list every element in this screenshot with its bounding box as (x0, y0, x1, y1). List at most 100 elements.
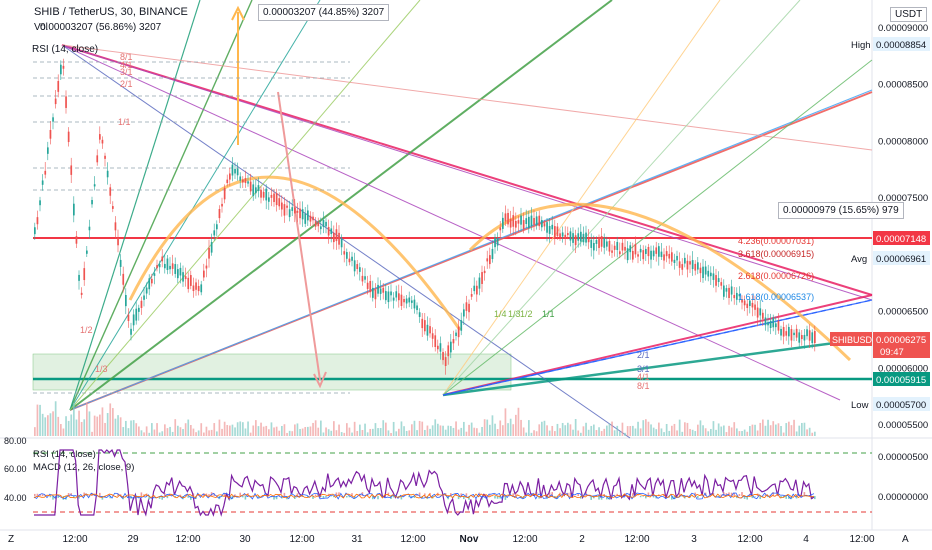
candle-body (577, 233, 580, 241)
volume-bar (608, 423, 611, 436)
macd-bar (301, 496, 304, 497)
candle-body (403, 299, 405, 303)
candle-body (151, 278, 153, 284)
candle-body (691, 260, 694, 270)
macd-bar (736, 496, 738, 499)
candle-body (106, 170, 109, 178)
volume-bar (99, 414, 101, 436)
macd-bar (717, 496, 720, 498)
macd-bar (320, 496, 322, 498)
candle-body (99, 134, 101, 140)
candle-body (803, 334, 806, 341)
candle-body (330, 228, 333, 234)
macd-bar (590, 496, 592, 500)
candle-body (504, 213, 507, 222)
macd-bar (312, 496, 314, 499)
volume-bar (439, 425, 442, 436)
candle-body (187, 277, 190, 290)
candle-body (707, 270, 710, 277)
volume-bar (767, 419, 769, 436)
candle-body (608, 240, 611, 252)
macd-line (33, 492, 815, 500)
resistance-tag-bg (873, 231, 930, 245)
volume-bar (236, 422, 239, 436)
candle-body (717, 278, 720, 283)
volume-bar (112, 408, 114, 436)
rsi-line (34, 448, 815, 517)
candle-body (93, 184, 96, 187)
countdown: 09:47 (880, 347, 904, 358)
volume-bar (47, 415, 49, 436)
macd-bar (751, 496, 754, 499)
candle-body (296, 210, 299, 213)
candle-body (434, 335, 437, 347)
candle-body (749, 300, 751, 306)
volume-bar (359, 424, 361, 436)
volume-bar (366, 432, 369, 436)
volume-bar (343, 432, 346, 436)
candle-body (169, 265, 171, 270)
candle-body (624, 246, 626, 251)
volume-bar (65, 416, 67, 436)
time-tick-7: Nov (460, 534, 479, 545)
candle-body (782, 326, 785, 337)
macd-bar (208, 494, 210, 496)
volume-bar (491, 415, 494, 436)
candle-body (699, 267, 702, 274)
candle-body (769, 320, 772, 328)
macd-bar (83, 492, 85, 496)
macd-bar (348, 496, 351, 498)
volume-bar (138, 426, 140, 436)
candle-body (587, 238, 590, 243)
currency-button[interactable]: USDT (890, 7, 928, 22)
volume-bar (421, 421, 424, 436)
fib-label-0: 4.236(0.00007031) (738, 236, 814, 246)
macd-bar (257, 496, 260, 499)
macd-bar (229, 496, 231, 500)
macd-bar (109, 496, 111, 499)
fan-label-left-1: 4/1 (120, 60, 133, 70)
macd-bar (496, 496, 499, 499)
candle-body (616, 241, 619, 251)
volume-bar (567, 422, 569, 436)
macd-bar (463, 496, 465, 500)
candle-body (369, 280, 372, 293)
volume-bar (704, 428, 707, 436)
candle-body (559, 233, 561, 238)
macd-bar (57, 496, 59, 498)
macd-bar (730, 492, 733, 496)
candle-body (561, 232, 564, 237)
volume-bar (356, 430, 359, 436)
macd-bar (673, 496, 676, 500)
macd-bar (767, 496, 769, 498)
candle-body (733, 295, 736, 299)
candle-body (452, 339, 455, 344)
candle-body (447, 345, 450, 357)
volume-bar (806, 429, 808, 436)
volume-bar (637, 421, 639, 436)
candle-body (60, 64, 62, 75)
macd-bar (509, 495, 512, 496)
macd-bar (187, 496, 189, 498)
candle-body (67, 131, 70, 143)
candle-body (681, 264, 684, 270)
candle-body (275, 193, 278, 206)
fib-label-2: 2.618(0.00006726) (738, 271, 814, 281)
volume-bar (122, 427, 125, 436)
volume-bar (551, 425, 554, 436)
volume-bar (93, 415, 96, 436)
candle-body (741, 299, 743, 303)
candle-body (530, 215, 533, 226)
fan-label-right-3: 1/1 (542, 309, 555, 319)
volume-bar (715, 429, 717, 436)
candle-body (525, 218, 528, 225)
volume-bar (408, 430, 411, 436)
candle-body (720, 282, 723, 286)
candle-body (268, 197, 270, 202)
macd-bar (101, 496, 104, 500)
volume-bar (340, 432, 343, 436)
trendline-17 (69, 0, 421, 411)
fan-label-right-5: 3/1 (637, 364, 650, 374)
macd-bar (606, 496, 608, 500)
